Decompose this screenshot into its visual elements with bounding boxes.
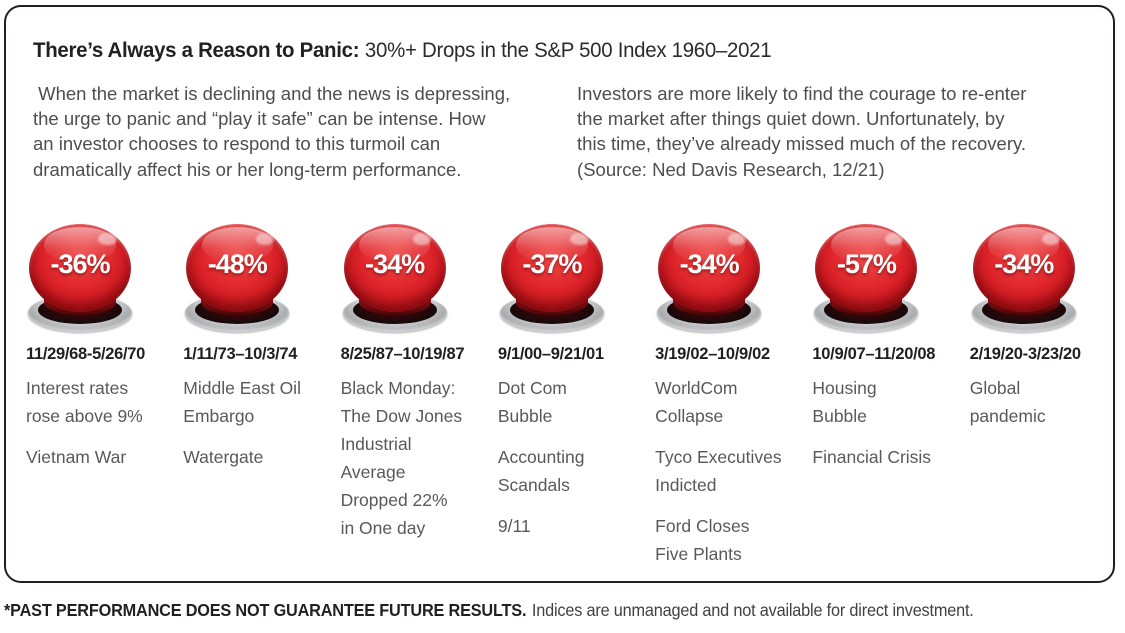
- event-dates: 10/9/07–11/20/08: [812, 344, 936, 363]
- event-dates: 9/1/00–9/21/01: [497, 344, 604, 363]
- event-column-2007: -57% 10/9/07–11/20/08 Housing Bubble Fin…: [798, 223, 955, 581]
- disclaimer: *PAST PERFORMANCE DOES NOT GUARANTEE FUT…: [4, 600, 1041, 621]
- drop-percentage: -57%: [836, 248, 897, 279]
- disclaimer-emphasis: *PAST PERFORMANCE DOES NOT GUARANTEE FUT…: [4, 600, 527, 620]
- panic-button-icon: -48%: [183, 223, 291, 332]
- panic-button-icon: -34%: [655, 223, 763, 332]
- button-cap-shape: [658, 223, 761, 312]
- event-item: 9/11: [497, 515, 531, 536]
- button-cap-shape: [500, 223, 603, 312]
- event-item: Dot Com Bubble: [497, 377, 567, 426]
- event-item: WorldCom Collapse: [655, 377, 738, 426]
- event-item: Ford Closes Five Plants: [655, 515, 750, 564]
- drop-percentage: -34%: [679, 248, 740, 279]
- event-item: Interest rates rose above 9%: [26, 377, 143, 426]
- intro-left-paragraph: When the market is declining and the new…: [33, 83, 511, 180]
- event-dates: 3/19/02–10/9/02: [655, 344, 770, 363]
- event-item: Global pandemic: [969, 377, 1046, 426]
- event-dates: 8/25/87–10/19/87: [340, 344, 465, 363]
- panic-button-icon: -36%: [26, 223, 134, 332]
- button-cap-shape: [186, 223, 289, 312]
- event-item: Black Monday: The Dow Jones Industrial A…: [340, 377, 463, 538]
- event-column-2002: -34% 3/19/02–10/9/02 WorldCom Collapse T…: [641, 223, 798, 581]
- drop-percentage: -34%: [365, 248, 425, 279]
- button-cap-shape: [29, 223, 131, 312]
- button-cap-shape: [343, 223, 446, 312]
- event-column-2020: -34% 2/19/20-3/23/20 Global pandemic: [956, 223, 1113, 581]
- intro-section: When the market is declining and the new…: [33, 81, 1087, 182]
- event-dates: 11/29/68-5/26/70: [26, 344, 146, 363]
- event-dates: 1/11/73–10/3/74: [183, 344, 298, 363]
- event-column-1968: -36% 11/29/68-5/26/70 Interest rates ros…: [12, 223, 169, 581]
- button-cap-shape: [815, 223, 918, 312]
- event-item: Tyco Executives Indicted: [655, 446, 782, 495]
- page-title-emphasis: There’s Always a Reason to Panic:: [33, 38, 360, 62]
- panic-button-icon: -34%: [970, 223, 1078, 332]
- disclaimer-text: Indices are unmanaged and not available …: [531, 600, 974, 620]
- event-column-1973: -48% 1/11/73–10/3/74 Middle East Oil Emb…: [169, 223, 326, 581]
- event-item: Vietnam War: [26, 446, 127, 467]
- drop-percentage: -34%: [994, 248, 1054, 279]
- drop-percentage: -37%: [522, 248, 582, 279]
- panic-button-icon: -37%: [498, 223, 606, 332]
- drop-percentage: -48%: [207, 248, 268, 279]
- event-item: Housing Bubble: [812, 377, 877, 426]
- event-column-2000: -37% 9/1/00–9/21/01 Dot Com Bubble Accou…: [484, 223, 641, 581]
- panic-button-icon: -34%: [341, 223, 449, 332]
- event-dates: 2/19/20-3/23/20: [969, 344, 1081, 363]
- panic-button-icon: -57%: [812, 223, 920, 332]
- panic-panel: There’s Always a Reason to Panic: 30%+ Dr…: [4, 5, 1115, 583]
- event-item: Middle East Oil Embargo: [183, 377, 301, 426]
- page-title: There’s Always a Reason to Panic: 30%+ Dr…: [33, 37, 1034, 63]
- button-cap-shape: [972, 223, 1075, 312]
- events-row: -36% 11/29/68-5/26/70 Interest rates ros…: [12, 223, 1113, 581]
- event-column-1987: -34% 8/25/87–10/19/87 Black Monday: The …: [327, 223, 484, 581]
- event-item: Financial Crisis: [812, 446, 932, 467]
- drop-percentage: -36%: [50, 248, 110, 279]
- page-title-subtitle: 30%+ Drops in the S&P 500 Index 1960–202…: [364, 38, 772, 62]
- event-item: Accounting Scandals: [497, 446, 585, 495]
- intro-right-paragraph: Investors are more likely to find the co…: [577, 83, 1027, 180]
- event-item: Watergate: [183, 446, 264, 467]
